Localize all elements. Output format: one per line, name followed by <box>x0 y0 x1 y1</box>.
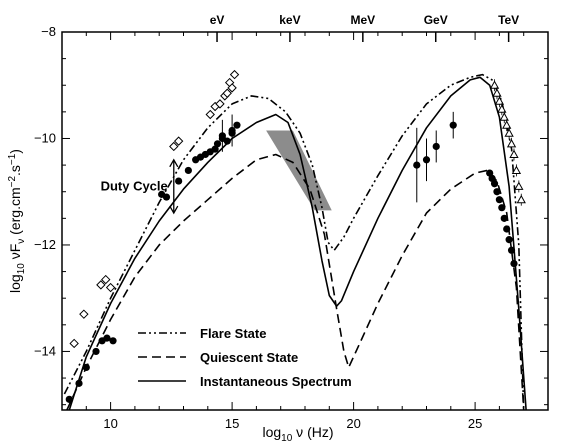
open-diamond-point <box>215 99 225 109</box>
energy-axis: eV keV MeV GeV TeV <box>210 13 519 42</box>
filled-circle-point <box>109 337 117 345</box>
plot-frame <box>61 31 549 411</box>
open-diamond-point <box>69 338 79 349</box>
open-diamond-point <box>173 136 184 146</box>
duty-cycle-label: Duty Cycle <box>101 178 168 193</box>
filled-circle-point <box>233 121 241 129</box>
filled-circle-point <box>495 196 503 204</box>
open-diamond-point <box>96 280 106 290</box>
open-triangle-point <box>489 80 500 89</box>
filled-circle-point <box>228 126 236 135</box>
filled-circle-point <box>507 246 516 254</box>
duty-cycle-annotation: Duty Cycle <box>101 158 179 215</box>
legend-label: Flare State <box>200 326 266 341</box>
open-diamond-point <box>105 282 116 293</box>
x-tick-label: 20 <box>346 416 360 431</box>
energy-label: TeV <box>498 13 519 27</box>
filled-circle-point <box>500 214 508 222</box>
open-diamond-point <box>205 109 215 120</box>
y-tick-label: −14 <box>34 343 56 358</box>
filled-circle-point <box>490 180 499 188</box>
x-tick-label: 25 <box>468 416 482 431</box>
filled-circle-point <box>432 142 440 151</box>
open-triangle-point <box>516 194 526 204</box>
filled-circle-point <box>213 140 222 148</box>
filled-circle-point <box>75 379 83 387</box>
legend-label: Quiescent State <box>200 350 298 365</box>
x-tick-label: 10 <box>103 416 117 431</box>
series-line-solid <box>68 76 527 411</box>
filled-circle-point <box>422 156 431 164</box>
arrow-head-bottom <box>169 205 179 215</box>
energy-label: MeV <box>350 13 375 27</box>
legend-label: Instantaneous Spectrum <box>200 374 352 389</box>
open-triangle-point <box>514 181 524 190</box>
series-lines <box>63 73 527 411</box>
x-axis: 10 15 20 25 <box>61 32 549 431</box>
x-axis-title: log10 ν (Hz) <box>262 424 333 441</box>
open-triangle-point <box>506 138 517 148</box>
open-triangle-point <box>511 165 522 174</box>
y-axis: −8 −10 −12 −14 <box>34 24 548 406</box>
energy-label: eV <box>210 13 225 27</box>
filled-circle-point <box>505 236 513 244</box>
filled-circle-point <box>184 166 192 175</box>
y-tick-label: −10 <box>34 130 56 145</box>
filled-circle-point <box>413 161 421 169</box>
y-tick-label: −8 <box>41 24 56 39</box>
open-triangle-point <box>494 96 505 105</box>
plot-area: 10 15 20 25 −8 −10 −12 −14 eV keV MeV GeV TeV Duty… <box>34 13 549 431</box>
data-markers <box>65 69 526 403</box>
filled-circle-point <box>175 177 183 185</box>
open-diamond-point <box>222 88 232 98</box>
open-triangle-point <box>492 88 502 97</box>
filled-circle-point <box>510 259 518 268</box>
energy-label: keV <box>279 13 300 27</box>
filled-circle-point <box>498 204 506 212</box>
open-diamond-point <box>227 83 237 93</box>
y-tick-label: −12 <box>34 237 56 252</box>
filled-circle-point <box>103 334 111 342</box>
open-diamond-point <box>79 309 89 319</box>
open-triangle-point <box>499 112 509 121</box>
open-triangle-point <box>504 128 514 137</box>
open-triangle-point <box>502 120 512 129</box>
filled-circle-point <box>82 363 90 372</box>
filled-circle-point <box>223 137 231 145</box>
filled-circle-point <box>493 188 501 196</box>
energy-label: GeV <box>424 13 448 27</box>
y-axis-title: log10 νFν (erg.cm−2.s−1) <box>7 149 27 293</box>
series-line-dashed <box>66 153 525 411</box>
filled-circle-point <box>218 132 226 140</box>
filled-circle-point <box>65 395 73 403</box>
legend: Flare State Quiescent State Instantaneous … <box>138 326 352 389</box>
open-diamond-point <box>229 69 240 80</box>
open-triangle-point <box>509 149 519 158</box>
x-tick-label: 15 <box>225 416 239 431</box>
filled-circle-point <box>92 347 100 356</box>
open-diamond-point <box>169 141 179 152</box>
open-triangle-point <box>497 104 507 113</box>
open-diamond-point <box>101 274 111 285</box>
arrow-head-top <box>169 158 179 168</box>
filled-circle-point <box>449 121 457 129</box>
filled-circle-point <box>503 225 511 233</box>
filled-circle-point <box>162 193 171 201</box>
